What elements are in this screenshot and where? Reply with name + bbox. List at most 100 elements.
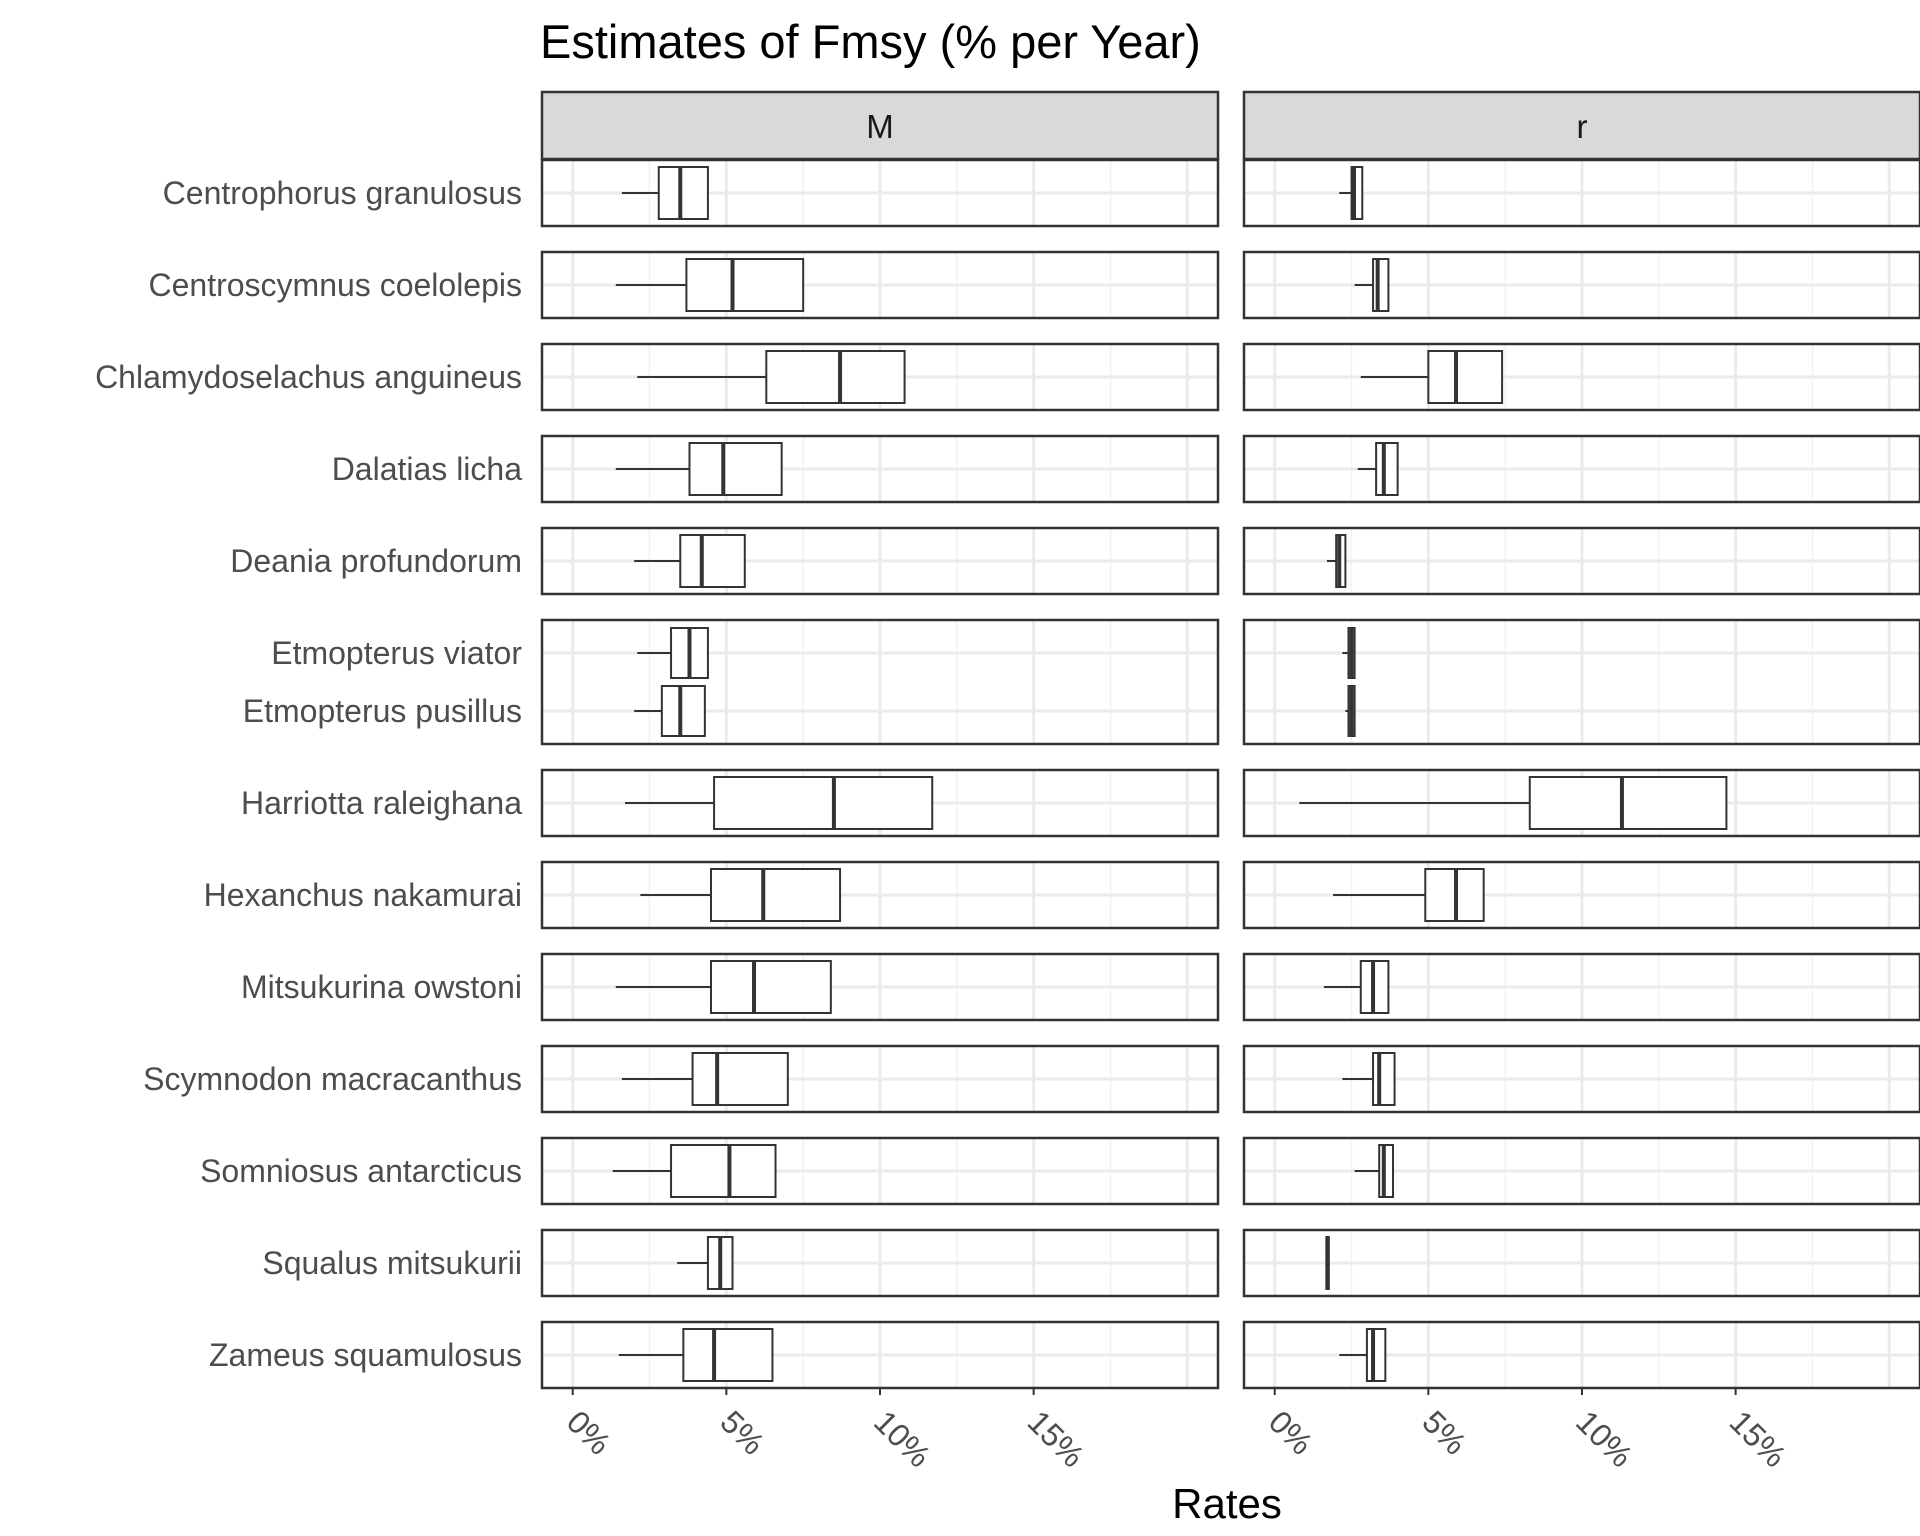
box-m-dalatias-licha bbox=[615, 442, 783, 496]
panel-r-deania-profundorum bbox=[1242, 526, 1920, 596]
strip-m bbox=[540, 90, 1220, 161]
box-body bbox=[713, 776, 934, 830]
panel-border bbox=[540, 1136, 1220, 1206]
box-m-somniosus-antarcticus bbox=[612, 1144, 777, 1198]
panel-m-mitsukurina-owstoni bbox=[540, 952, 1220, 1022]
panel-border bbox=[1242, 860, 1920, 930]
y-label-somniosus-antarcticus: Somniosus antarcticus bbox=[200, 1153, 522, 1189]
panel-border bbox=[1242, 250, 1920, 320]
panel-border bbox=[540, 860, 1220, 930]
panel-r-centrophorus-granulosus bbox=[1242, 158, 1920, 228]
panel-border bbox=[1242, 434, 1920, 504]
box-r-somniosus-antarcticus bbox=[1354, 1144, 1395, 1198]
y-label-chlamydoselachus-anguineus: Chlamydoselachus anguineus bbox=[95, 359, 522, 395]
box-body bbox=[1528, 776, 1728, 830]
panel-border bbox=[540, 158, 1220, 228]
x-tick-label-r-3: 15% bbox=[1723, 1403, 1794, 1474]
panel-r-harriotta-raleighana bbox=[1242, 768, 1920, 838]
box-body bbox=[657, 166, 709, 220]
x-axis-title: Rates bbox=[1172, 1480, 1282, 1527]
box-r-chlamydoselachus-anguineus bbox=[1360, 350, 1504, 404]
strip-label-m: M bbox=[866, 108, 894, 145]
box-r-dalatias-licha bbox=[1357, 442, 1399, 496]
box-m-hexanchus-nakamurai bbox=[640, 868, 842, 922]
panel-border bbox=[1242, 768, 1920, 838]
panel-r-chlamydoselachus-anguineus bbox=[1242, 342, 1920, 412]
box-body bbox=[682, 1328, 774, 1382]
x-tick-label-m-2: 10% bbox=[867, 1403, 938, 1474]
box-r-zameus-squamulosus bbox=[1339, 1328, 1387, 1382]
y-label-etmopterus-viator: Etmopterus viator bbox=[271, 635, 522, 671]
panel-border bbox=[540, 1044, 1220, 1114]
box-body bbox=[1378, 1144, 1395, 1198]
panel-border bbox=[540, 1228, 1220, 1298]
panel-m-etmopterus-viator bbox=[540, 618, 1220, 746]
box-body bbox=[691, 1052, 789, 1106]
x-tick-label-r-0: 0% bbox=[1262, 1403, 1320, 1461]
y-label-deania-profundorum: Deania profundorum bbox=[230, 543, 522, 579]
box-body bbox=[710, 868, 842, 922]
box-r-hexanchus-nakamurai bbox=[1333, 868, 1485, 922]
box-body bbox=[670, 1144, 777, 1198]
panel-m-squalus-mitsukurii bbox=[540, 1228, 1220, 1298]
y-label-dalatias-licha: Dalatias licha bbox=[332, 451, 523, 487]
panel-r-dalatias-licha bbox=[1242, 434, 1920, 504]
panel-border bbox=[540, 952, 1220, 1022]
panel-m-harriotta-raleighana bbox=[540, 768, 1220, 838]
panel-r-mitsukurina-owstoni bbox=[1242, 952, 1920, 1022]
x-tick-label-r-1: 5% bbox=[1415, 1403, 1473, 1461]
box-body bbox=[1375, 442, 1399, 496]
panel-border bbox=[1242, 526, 1920, 596]
strip-label-r: r bbox=[1577, 108, 1588, 145]
box-body bbox=[765, 350, 906, 404]
panel-border bbox=[540, 526, 1220, 596]
panel-m-centroscymnus-coelolepis bbox=[540, 250, 1220, 320]
panel-r-hexanchus-nakamurai bbox=[1242, 860, 1920, 930]
y-axis-labels: Centrophorus granulosus Centroscymnus coe… bbox=[95, 175, 522, 1373]
panel-m-scymnodon-macracanthus bbox=[540, 1044, 1220, 1114]
facet-panels: M 0% 5% 10% 15% r 0% 5% 10% 15% bbox=[540, 90, 1920, 1474]
panel-border bbox=[1242, 952, 1920, 1022]
panel-border bbox=[540, 342, 1220, 412]
panel-m-chlamydoselachus-anguineus bbox=[540, 342, 1220, 412]
y-label-mitsukurina-owstoni: Mitsukurina owstoni bbox=[241, 969, 522, 1005]
panel-border bbox=[540, 768, 1220, 838]
panel-border bbox=[1242, 342, 1920, 412]
box-m-etmopterus-viator bbox=[637, 627, 709, 679]
box-body bbox=[688, 442, 783, 496]
panel-border bbox=[1242, 1228, 1920, 1298]
box-m-centroscymnus-coelolepis bbox=[615, 258, 805, 312]
strip-r bbox=[1242, 90, 1920, 161]
panel-border bbox=[1242, 1044, 1920, 1114]
panel-border bbox=[540, 250, 1220, 320]
y-label-harriotta-raleighana: Harriotta raleighana bbox=[241, 785, 522, 821]
panel-m-somniosus-antarcticus bbox=[540, 1136, 1220, 1206]
box-m-mitsukurina-owstoni bbox=[615, 960, 832, 1014]
box-r-etmopterus-viator bbox=[1342, 627, 1356, 679]
panel-r-squalus-mitsukurii bbox=[1242, 1228, 1920, 1298]
panel-m-dalatias-licha bbox=[540, 434, 1220, 504]
box-m-scymnodon-macracanthus bbox=[621, 1052, 789, 1106]
y-label-squalus-mitsukurii: Squalus mitsukurii bbox=[262, 1245, 522, 1281]
box-r-squalus-mitsukurii bbox=[1325, 1236, 1330, 1290]
box-m-deania-profundorum bbox=[634, 534, 746, 588]
panel-border bbox=[540, 618, 1220, 746]
panel-r-centroscymnus-coelolepis bbox=[1242, 250, 1920, 320]
y-label-scymnodon-macracanthus: Scymnodon macracanthus bbox=[143, 1061, 522, 1097]
box-r-centroscymnus-coelolepis bbox=[1354, 258, 1390, 312]
box-r-etmopterus-pusillus bbox=[1345, 685, 1356, 737]
box-r-centrophorus-granulosus bbox=[1339, 166, 1364, 220]
panel-m-deania-profundorum bbox=[540, 526, 1220, 596]
panel-border bbox=[1242, 1136, 1920, 1206]
box-r-scymnodon-macracanthus bbox=[1342, 1052, 1396, 1106]
box-m-etmopterus-pusillus bbox=[634, 685, 706, 737]
box-r-deania-profundorum bbox=[1326, 534, 1347, 588]
y-label-zameus-squamulosus: Zameus squamulosus bbox=[209, 1337, 522, 1373]
panel-border bbox=[1242, 618, 1920, 746]
box-body bbox=[660, 685, 706, 737]
x-tick-label-m-0: 0% bbox=[560, 1403, 618, 1461]
box-m-zameus-squamulosus bbox=[618, 1328, 774, 1382]
panel-r-scymnodon-macracanthus bbox=[1242, 1044, 1920, 1114]
panel-m-zameus-squamulosus bbox=[540, 1320, 1220, 1390]
